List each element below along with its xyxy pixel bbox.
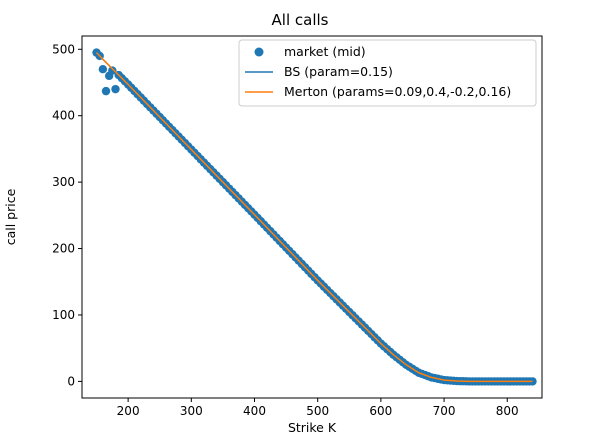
y-axis: 0 100 200 300 400 500 <box>52 42 82 388</box>
market-point <box>98 65 108 74</box>
y-tick-label: 100 <box>52 308 75 322</box>
legend-label-merton: Merton (params=0.09,0.4,-0.2,0.16) <box>284 84 511 99</box>
series-line <box>95 52 533 383</box>
chart-title: All calls <box>272 11 329 29</box>
plot-frame <box>81 35 543 399</box>
market-point <box>101 86 111 96</box>
x-axis-label: Strike K <box>288 420 337 435</box>
x-axis: 200 300 400 500 600 700 800 <box>117 398 519 418</box>
x-tick-label: 400 <box>243 404 266 418</box>
y-tick-label: 200 <box>52 242 75 256</box>
x-tick-label: 300 <box>180 404 203 418</box>
x-tick-label: 500 <box>306 404 329 418</box>
legend-label-bs: BS (param=0.15) <box>284 64 393 79</box>
legend-marker-market <box>254 47 264 57</box>
market-point <box>108 66 117 75</box>
series-layer <box>92 48 537 386</box>
x-tick-label: 700 <box>433 404 456 418</box>
y-tick-label: 500 <box>52 42 75 56</box>
y-tick-label: 400 <box>52 109 75 123</box>
market-point <box>111 84 120 94</box>
legend-label-market: market (mid) <box>284 44 366 59</box>
x-tick-label: 800 <box>496 404 519 418</box>
y-axis-label: call price <box>3 188 18 245</box>
x-tick-label: 200 <box>117 404 140 418</box>
x-tick-label: 600 <box>369 404 392 418</box>
legend-box <box>238 39 537 107</box>
y-tick-label: 0 <box>67 374 75 388</box>
legend: market (mid) BS (param=0.15) Merton (par… <box>238 39 537 107</box>
y-tick-label: 300 <box>52 175 75 189</box>
